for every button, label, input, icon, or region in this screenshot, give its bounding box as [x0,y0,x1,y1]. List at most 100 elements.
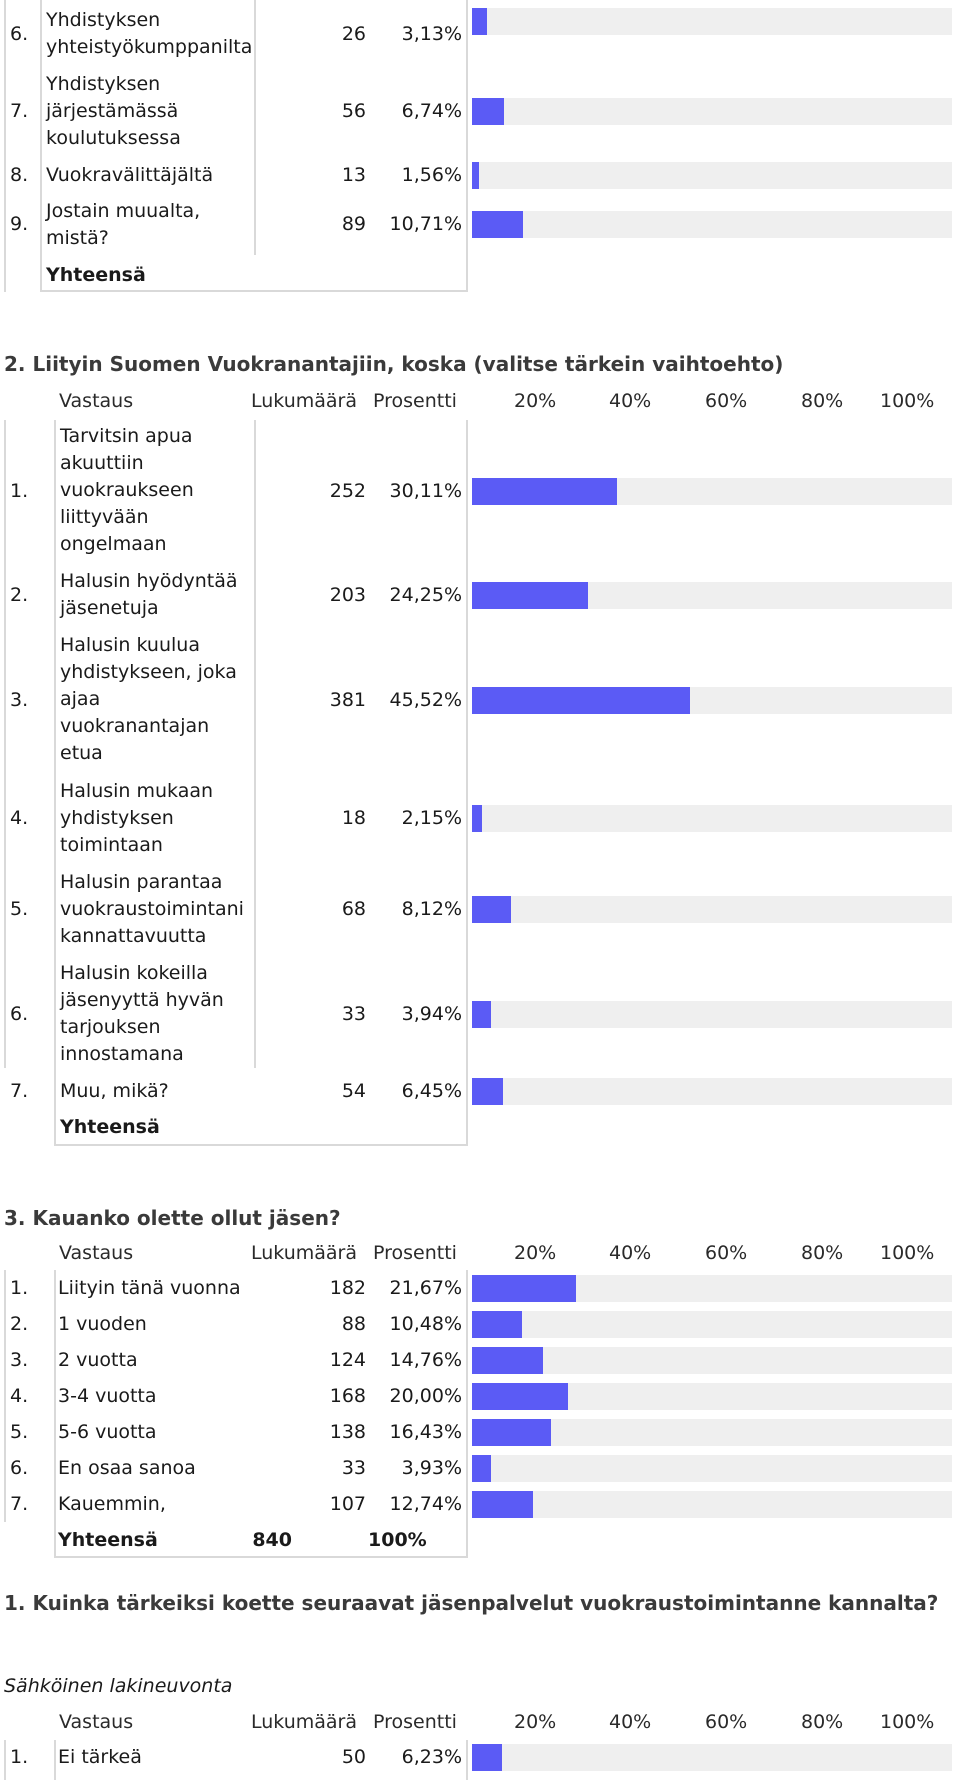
header-answer: Vastaus [59,390,134,412]
row-number: 6. [10,1003,29,1025]
header-60: 60% [705,1711,748,1733]
percent-value: 3,93% [401,1457,462,1479]
bar-track [472,1491,952,1518]
count-value: 203 [329,584,366,606]
section-title: 1. Kuinka tärkeiksi koette seuraavat jäs… [4,1591,939,1615]
header-80: 80% [801,1711,844,1733]
answer-label: Kauemmin, [58,1493,166,1515]
percent-value: 3,13% [401,23,462,45]
header-count: Lukumäärä [251,1242,358,1264]
bar-fill [472,1078,503,1105]
bar-fill [472,1001,491,1028]
count-value: 107 [329,1493,366,1515]
row-number: 3. [10,1349,29,1371]
header-100: 100% [880,1242,935,1264]
row-number: 6. [10,23,29,45]
answer-label: yhteistyökumppanilta [46,36,253,58]
header-100: 100% [880,390,935,412]
answer-label: Halusin kuulua [60,634,200,656]
header-percent: Prosentti [373,390,457,412]
answer-label: innostamana [60,1043,184,1065]
row-number: 6. [10,1457,29,1479]
header-40: 40% [609,1242,652,1264]
question-title: 3. Kauanko olette ollut jäsen? [4,1206,341,1230]
total-percent: 100% [368,1529,427,1551]
bar-track [472,162,952,189]
header-20: 20% [514,390,557,412]
bar-fill [472,805,483,832]
answer-label: jäsenetuja [60,597,159,619]
bar-track [472,1419,952,1446]
answer-label: Ei tärkeä [58,1746,142,1768]
answer-label: jäsenyyttä hyvän [60,989,224,1011]
answer-label: etua [60,742,103,764]
percent-value: 14,76% [389,1349,462,1371]
bar-track [472,687,952,714]
bar-track [472,1275,952,1302]
count-value: 381 [329,689,366,711]
row-number: 4. [10,1385,29,1407]
answer-label: yhdistyksen [60,807,174,829]
question-title: 2. Liityin Suomen Vuokranantajiin, koska… [4,352,784,376]
header-percent: Prosentti [373,1242,457,1264]
count-value: 56 [341,100,366,122]
answer-label: Halusin kokeilla [60,962,208,984]
bar-fill [472,896,511,923]
percent-value: 24,25% [389,584,462,606]
row-number: 7. [10,1493,29,1515]
answer-label: 1 vuoden [58,1313,147,1335]
bar-track [472,8,952,35]
answer-label: toimintaan [60,834,163,856]
answer-label: Tarvitsin apua [60,425,193,447]
bar-track [472,1455,952,1482]
total-label: Yhteensä [46,264,146,286]
total-label: Yhteensä [60,1116,160,1138]
bar-fill [472,1419,551,1446]
bar-track [472,805,952,832]
bar-fill [472,687,691,714]
percent-value: 16,43% [389,1421,462,1443]
bar-fill [472,582,589,609]
answer-label: ongelmaan [60,533,167,555]
answer-label: Yhdistyksen [46,9,161,31]
answer-label: ajaa [60,688,101,710]
header-answer: Vastaus [59,1242,134,1264]
bar-fill [472,1275,577,1302]
row-number: 5. [10,1421,29,1443]
bar-fill [472,211,524,238]
header-count: Lukumäärä [251,1711,358,1733]
answer-label: Yhdistyksen [46,73,161,95]
header-80: 80% [801,390,844,412]
bar-track [472,211,952,238]
count-value: 26 [341,23,366,45]
answer-label: järjestämässä [46,100,179,122]
row-number: 3. [10,689,29,711]
count-value: 124 [329,1349,366,1371]
percent-value: 30,11% [389,480,462,502]
answer-label: Muu, mikä? [60,1080,169,1102]
row-number: 2. [10,1313,29,1335]
bar-track [472,478,952,505]
bar-track [472,1347,952,1374]
answer-label: 5-6 vuotta [58,1421,157,1443]
bar-fill [472,1491,534,1518]
answer-label: Halusin hyödyntää [60,570,238,592]
total-label: Yhteensä [58,1529,158,1551]
row-number: 7. [10,1080,29,1102]
bar-fill [472,1383,568,1410]
row-number: 4. [10,807,29,829]
header-60: 60% [705,390,748,412]
row-number: 1. [10,1746,29,1768]
bar-track [472,1078,952,1105]
answer-label: En osaa sanoa [58,1457,196,1479]
answer-label: vuokraustoimintani [60,898,244,920]
answer-label: Liityin tänä vuonna [58,1277,241,1299]
bar-track [472,1744,952,1771]
percent-value: 6,23% [401,1746,462,1768]
bar-track [472,1383,952,1410]
count-value: 168 [329,1385,366,1407]
count-value: 33 [341,1003,366,1025]
percent-value: 6,45% [401,1080,462,1102]
header-answer: Vastaus [59,1711,134,1733]
header-80: 80% [801,1242,844,1264]
